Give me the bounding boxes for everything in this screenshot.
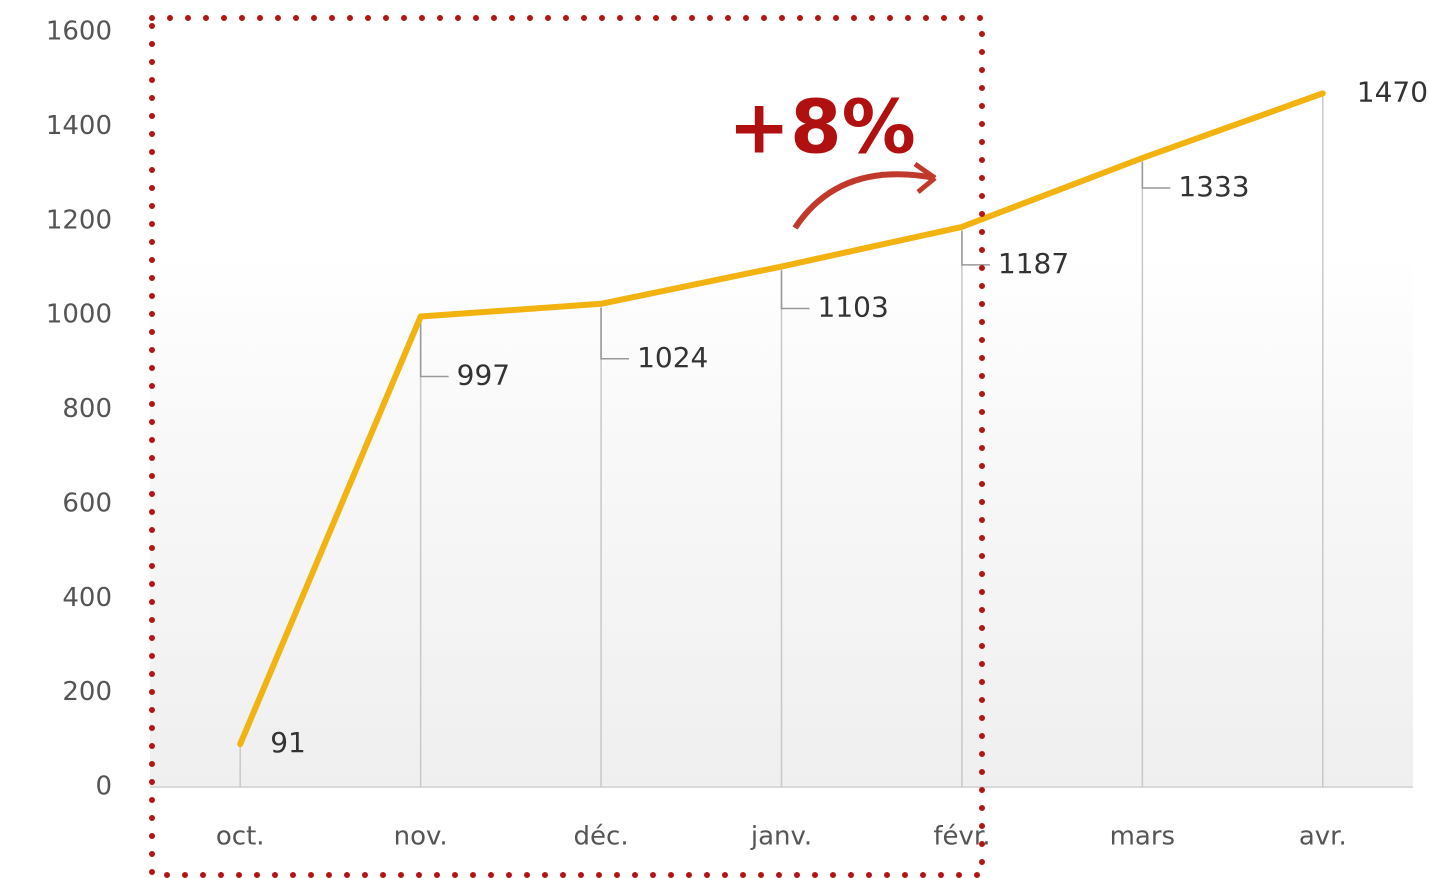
x-tick-label: oct. — [216, 822, 265, 852]
plot: 0 200 400 600 800 1000 1200 1400 1600 oct. 91 nov. 9… — [46, 17, 1428, 852]
y-tick-label: 1400 — [46, 111, 112, 141]
label-leader — [961, 230, 990, 266]
y-tick-label: 400 — [62, 583, 112, 613]
data-label: 1024 — [637, 341, 708, 374]
label-leader — [600, 307, 630, 360]
x-tick-label: déc. — [574, 822, 629, 852]
y-tick-label: 1000 — [46, 300, 112, 330]
data-label: 1333 — [1178, 170, 1249, 203]
x-tick-label: janv. — [750, 822, 812, 852]
data-label: 997 — [457, 359, 510, 392]
label-leader — [780, 270, 810, 310]
data-label: 1187 — [998, 247, 1069, 280]
series-line — [237, 90, 1326, 748]
x-tick-label: nov. — [394, 822, 448, 852]
y-tick-label: 800 — [62, 394, 112, 424]
annotation-arrow — [792, 171, 936, 230]
highlight-box — [149, 15, 985, 878]
y-tick-label: 600 — [62, 488, 112, 518]
data-label: 91 — [270, 726, 306, 759]
label-leader — [419, 320, 449, 378]
data-label: 1103 — [818, 291, 889, 324]
annotation-arrowhead — [913, 161, 937, 194]
label-leader — [1141, 161, 1171, 189]
annotation: +8% — [728, 85, 916, 171]
x-tick-label: mars — [1110, 822, 1176, 852]
y-tick-label: 1600 — [46, 17, 112, 47]
data-label: 1470 — [1357, 75, 1428, 108]
x-tick-label: avr. — [1299, 822, 1347, 852]
y-tick-label: 0 — [95, 772, 112, 802]
y-tick-label: 200 — [62, 677, 112, 707]
y-tick-label: 1200 — [46, 205, 112, 235]
